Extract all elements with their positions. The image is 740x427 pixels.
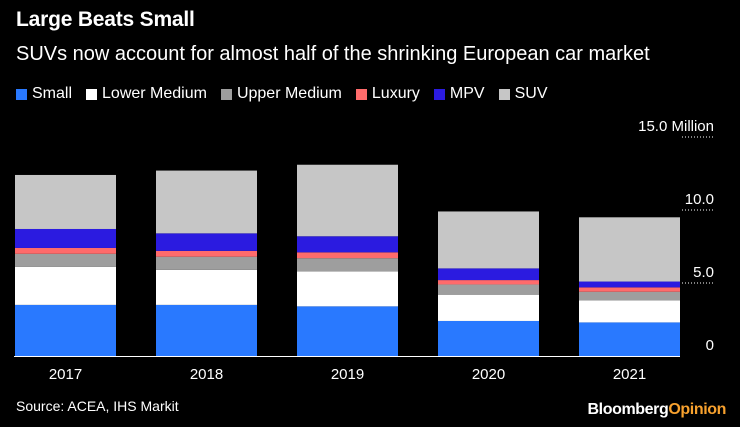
bar-segment-upper-medium [15,253,116,267]
bar-segment-suv [438,211,539,269]
y-tick-label: 5.0 [693,264,714,281]
x-tick-label: 2018 [190,366,223,383]
legend-item-mpv: MPV [433,85,485,103]
x-tick-label: 2017 [49,366,82,383]
bar-segment-suv [579,217,680,282]
bar-segment-small [15,304,116,356]
y-tick-label: 0 [706,337,714,354]
bar-segment-luxury [579,287,680,292]
legend-label: Upper Medium [236,85,342,102]
bar-segment-suv [156,170,257,234]
x-tick-label: 2020 [472,366,505,383]
brand-accent: Opinion [668,401,726,418]
legend-swatch [16,88,27,100]
bar-segment-mpv [297,236,398,253]
bar-segment-mpv [15,228,116,248]
legend-swatch [355,88,367,100]
legend-item-lower-medium: Lower Medium [86,85,207,103]
y-tick-label: 15.0 Million [638,118,714,135]
chart-subtitle: SUVs now account for almost half of the … [16,43,650,65]
bar-segment-lower-medium [579,300,680,323]
legend-label: MPV [449,85,485,102]
legend-label: SUV [514,85,548,102]
bar-segment-mpv [156,233,257,251]
bar-segment-suv [297,164,398,237]
legend-item-upper-medium: Upper Medium [220,85,342,103]
x-tick-label: 2019 [331,366,364,383]
bar-segment-upper-medium [297,258,398,272]
chart-title: Large Beats Small [16,8,195,31]
legend-label: Small [32,85,73,102]
bar-segment-upper-medium [438,284,539,295]
bar-segment-lower-medium [297,271,398,307]
legend-swatch [498,88,510,100]
bar-segment-upper-medium [156,256,257,270]
source-note: Source: ACEA, IHS Markit [16,398,179,414]
bar-segment-small [579,322,680,356]
legend-swatch [86,88,98,100]
bar-segment-small [297,306,398,356]
legend-swatch [433,88,445,100]
bar-segment-suv [15,174,116,229]
bar-segment-luxury [438,280,539,285]
legend: Small Lower Medium Upper Medium Luxury MPV SU… [16,85,562,103]
bar-segment-luxury [156,250,257,257]
legend-swatch [220,88,232,100]
x-tick-label: 2021 [613,366,646,383]
bar-segment-lower-medium [15,266,116,305]
brand-logo: BloombergOpinion [588,401,727,419]
bar-segment-small [156,304,257,356]
bar-segment-mpv [579,281,680,288]
bar-segment-luxury [15,247,116,254]
y-tick-label: 10.0 [685,191,714,208]
bar-segment-lower-medium [156,269,257,305]
legend-item-suv: SUV [498,85,548,103]
bar-segment-upper-medium [579,291,680,301]
legend-label: Lower Medium [102,85,207,102]
bar-segment-mpv [438,268,539,281]
bar-segment-lower-medium [438,294,539,321]
bar-segment-small [438,320,539,356]
brand-main: Bloomberg [587,401,669,418]
legend-item-small: Small [16,85,72,103]
legend-item-luxury: Luxury [355,85,420,103]
legend-label: Luxury [371,85,420,102]
bar-segment-luxury [297,252,398,259]
